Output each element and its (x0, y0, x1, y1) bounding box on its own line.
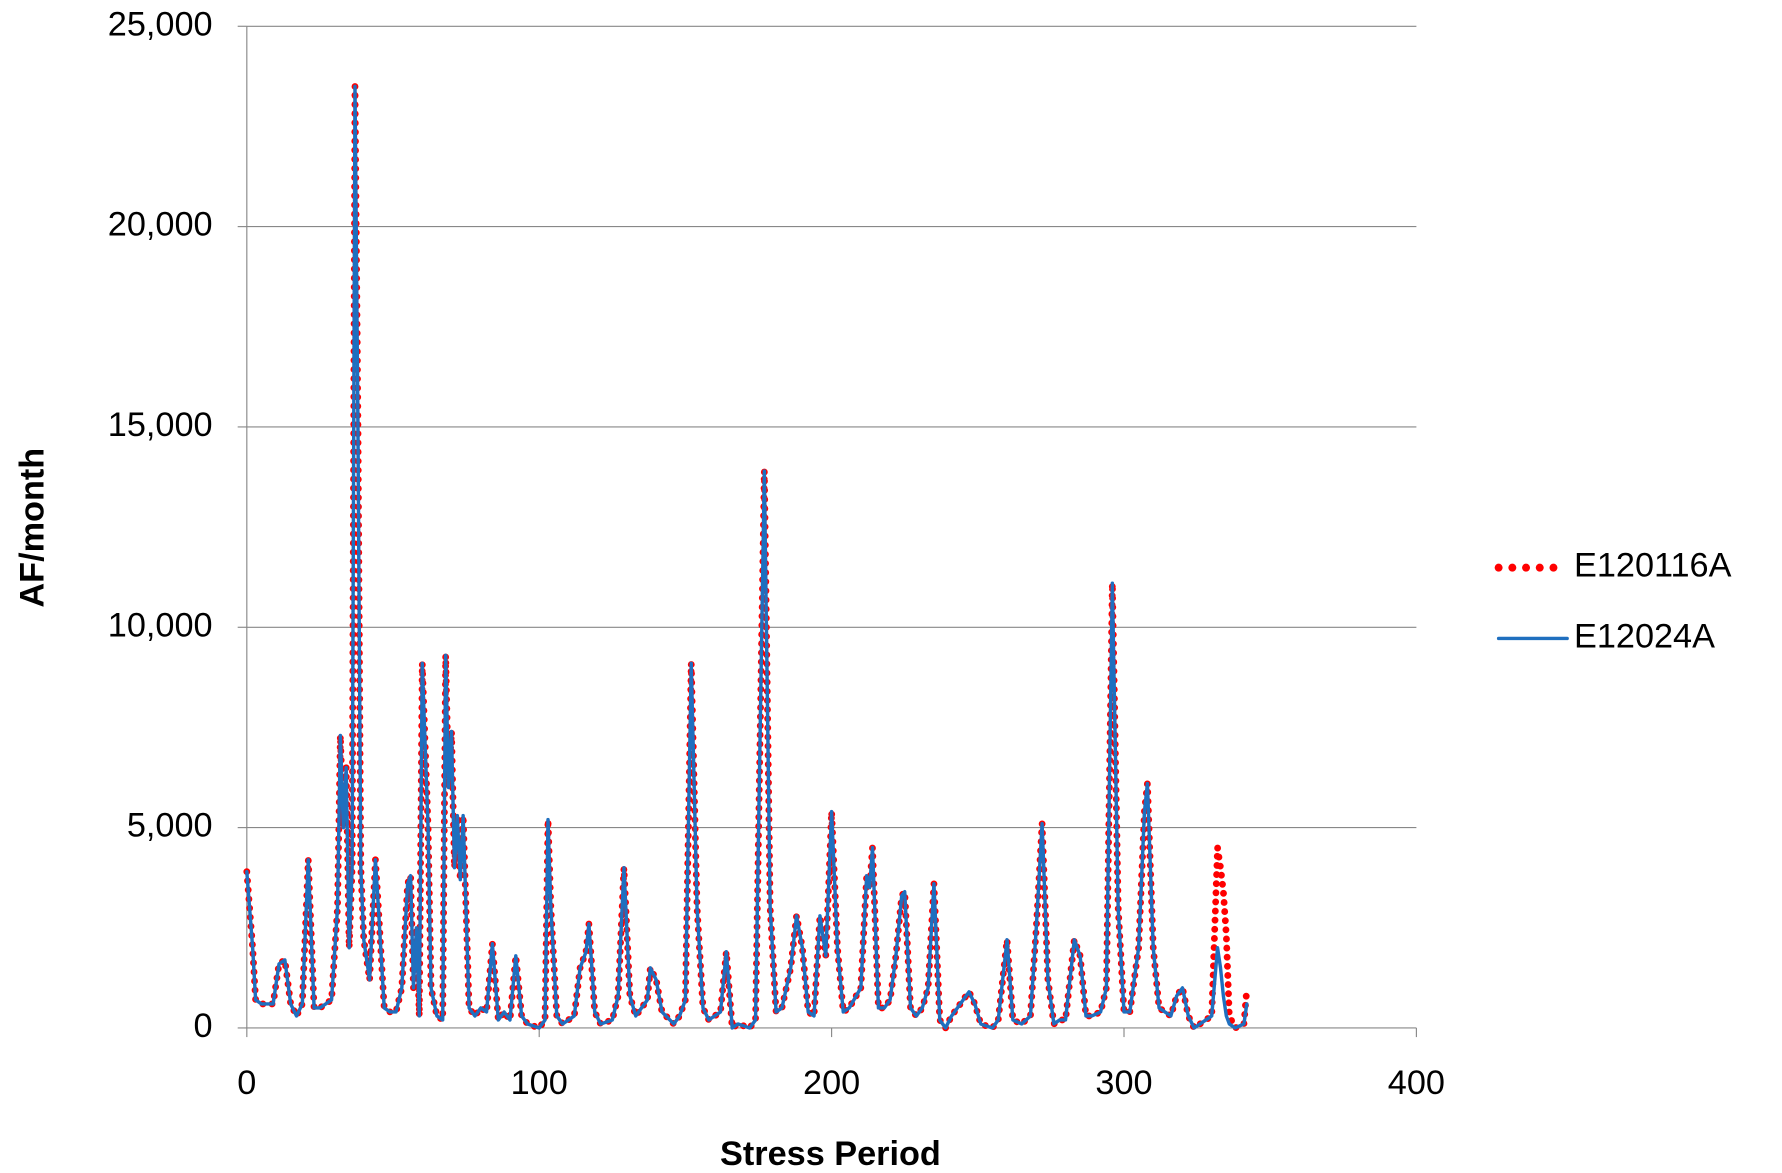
x-tick-label: 200 (803, 1064, 860, 1102)
y-tick-label: 15,000 (108, 406, 213, 444)
y-tick-label: 0 (193, 1007, 212, 1045)
y-tick-label: 5,000 (127, 807, 213, 845)
x-tick-label: 400 (1388, 1064, 1445, 1102)
y-tick-label: 20,000 (108, 206, 213, 244)
y-tick-label: 25,000 (108, 5, 213, 43)
legend-label: E120116A (1574, 547, 1732, 585)
x-axis-title: Stress Period (720, 1135, 941, 1173)
legend-label: E12024A (1574, 618, 1715, 656)
x-tick-label: 300 (1095, 1064, 1152, 1102)
y-axis-title: AF/month (13, 448, 51, 608)
series-line (245, 84, 1249, 1030)
y-tick-label: 10,000 (108, 606, 213, 644)
x-tick-label: 0 (237, 1064, 256, 1102)
series-line (243, 82, 1251, 1032)
x-tick-label: 100 (511, 1064, 568, 1102)
